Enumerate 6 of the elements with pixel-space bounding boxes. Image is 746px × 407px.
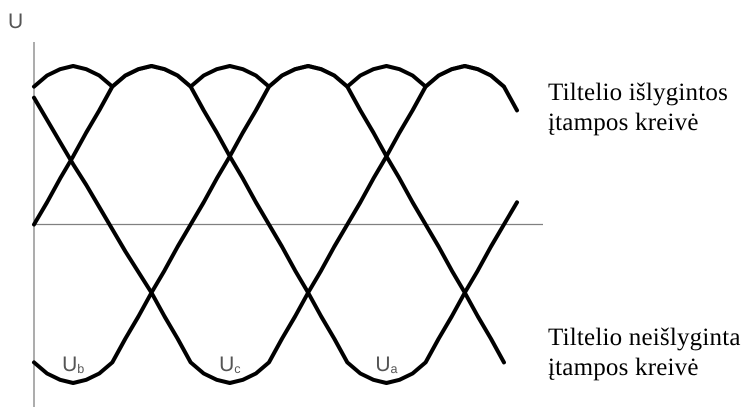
series-label: U$_{c}$ xyxy=(219,353,241,376)
series-label: U$_{b}$ xyxy=(62,353,84,376)
series-label: U$_{a}$ xyxy=(375,353,398,376)
y-axis-title: U xyxy=(8,10,24,33)
text: Tiltelio išlygintos įtampos kreivė xyxy=(548,79,728,136)
text: Tiltelio neišlyginta įtampos kreivė xyxy=(548,324,741,381)
